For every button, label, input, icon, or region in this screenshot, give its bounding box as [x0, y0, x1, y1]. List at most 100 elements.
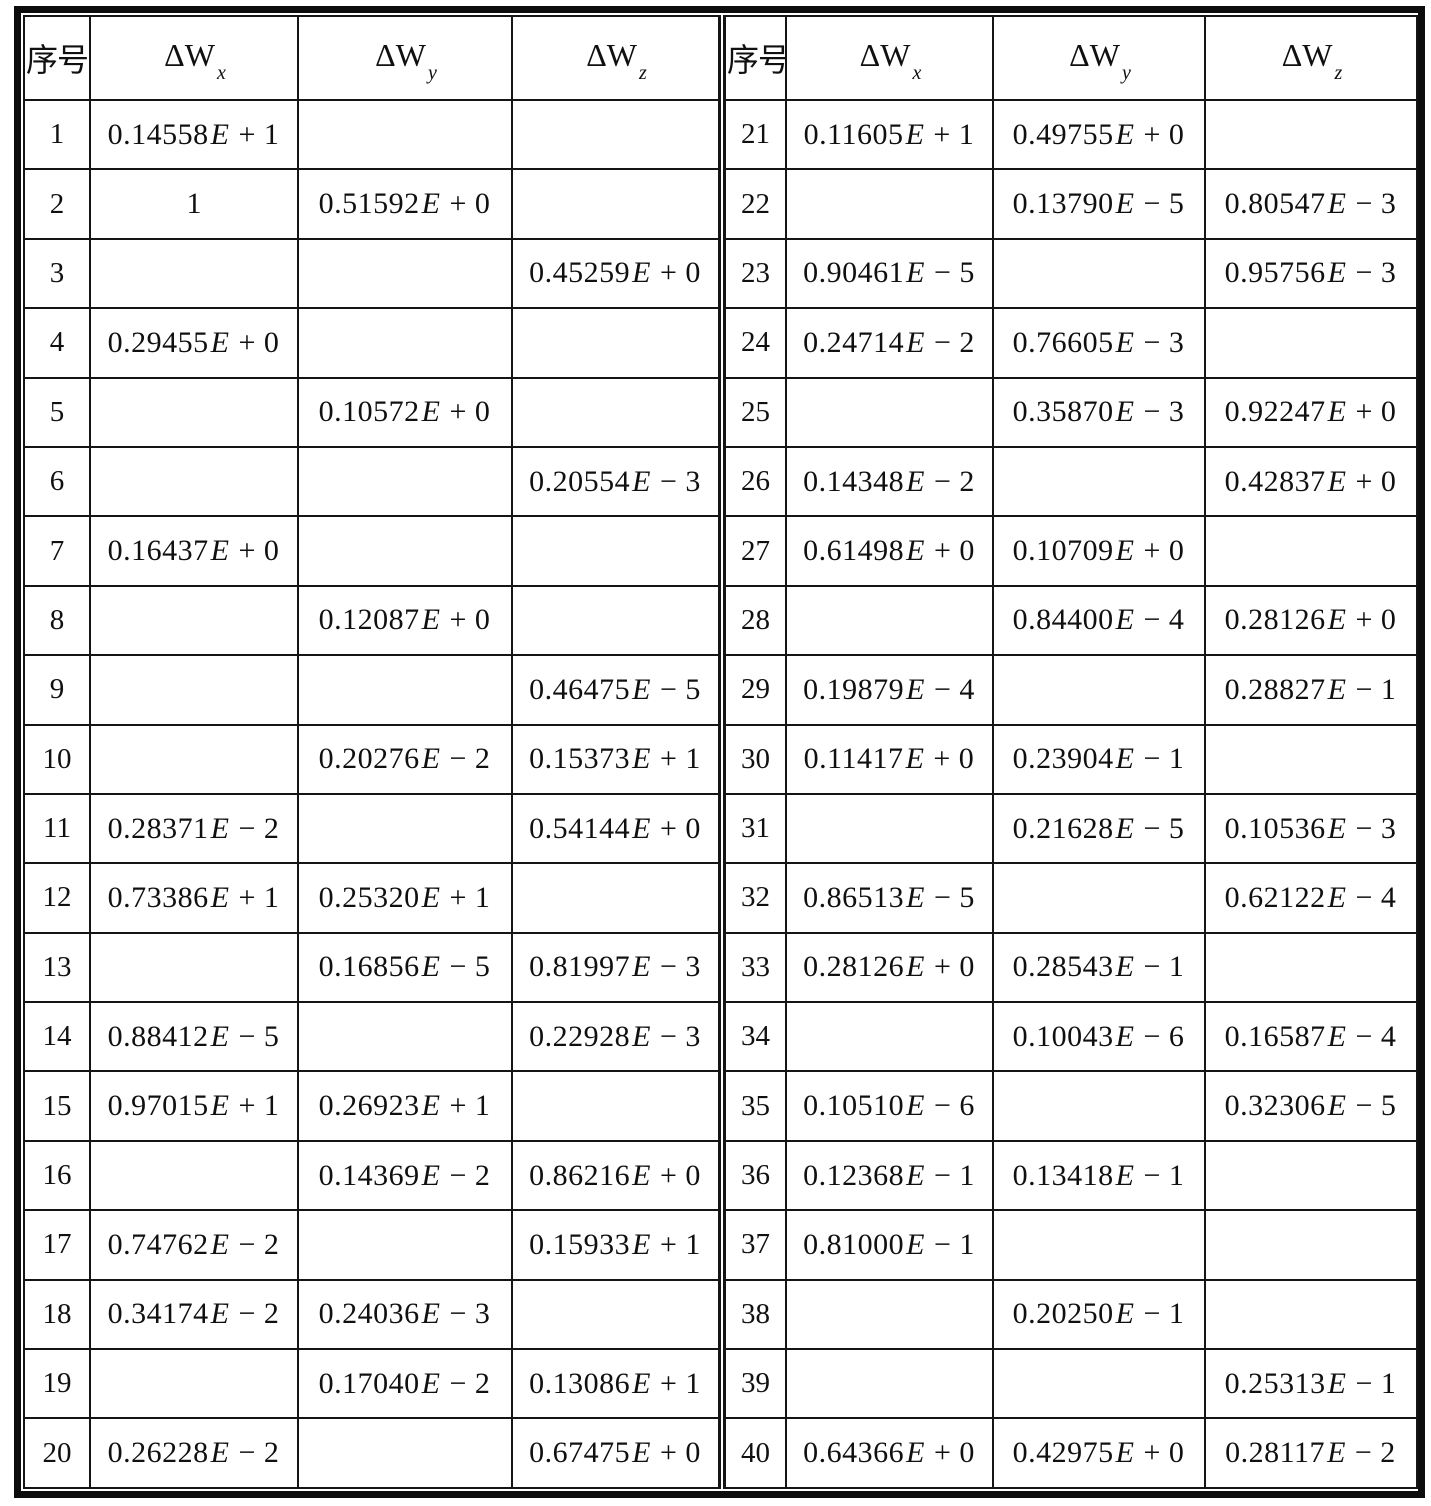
scientific-value: 0.92247E + 0: [1224, 395, 1397, 429]
row-number-cell: 34: [718, 1001, 787, 1073]
value-cell: 0.10510E − 6: [785, 1070, 994, 1142]
value-cell: [297, 515, 513, 587]
table-row: 9 0.46475E − 5 29 0.19879E − 4 0.28827E − 1: [23, 654, 1418, 726]
scientific-value: 0.14369E − 2: [318, 1158, 491, 1192]
row-number-cell: 1: [23, 98, 91, 171]
value-cell: [1204, 931, 1418, 1004]
delta-w-table: 序号 ΔWx ΔWy ΔWz 序号 ΔWx ΔWy ΔWz 1 0.14558E …: [23, 15, 1418, 1489]
scientific-value: 0.28543E − 1: [1012, 950, 1185, 984]
scientific-value: 0.15373E + 1: [529, 742, 701, 776]
scientific-value: 0.86513E − 5: [803, 880, 975, 914]
scientific-value: 0.16587E − 4: [1224, 1019, 1397, 1053]
table-row: 1 0.14558E + 1 21 0.11605E + 1 0.49755E + 0: [23, 98, 1418, 171]
scientific-value: 0.88412E − 5: [107, 1019, 280, 1053]
scientific-value: 0.19879E − 4: [803, 672, 975, 706]
value-cell: 0.11605E + 1: [785, 98, 994, 171]
row-number-cell: 4: [23, 307, 91, 379]
table-row: 16 0.14369E − 2 0.86216E + 0 36 0.12368E − 1…: [23, 1139, 1418, 1212]
value-cell: [992, 862, 1206, 934]
value-cell: 0.26228E − 2: [89, 1417, 299, 1489]
scientific-value: 0.45259E + 0: [529, 256, 701, 290]
scientific-value: 0.28371E − 2: [107, 811, 280, 845]
value-cell: 0.12087E + 0: [297, 584, 513, 657]
value-cell: [297, 1001, 513, 1073]
scientific-value: 0.26228E − 2: [107, 1436, 280, 1470]
value-cell: 0.13086E + 1: [511, 1348, 723, 1420]
value-cell: [992, 1348, 1206, 1420]
row-number-cell: 18: [23, 1278, 91, 1351]
value-cell: [992, 1070, 1206, 1142]
value-cell: [511, 98, 723, 171]
value-cell: 0.32306E − 5: [1204, 1070, 1418, 1142]
scientific-value: 0.32306E − 5: [1224, 1089, 1397, 1123]
value-cell: 0.14369E − 2: [297, 1139, 513, 1212]
scientific-value: 0.64366E + 0: [803, 1436, 975, 1470]
value-cell: [992, 237, 1206, 310]
value-cell: [1204, 1278, 1418, 1351]
scientific-value: 0.28117E − 2: [1225, 1436, 1396, 1470]
value-cell: [297, 307, 513, 379]
value-cell: 0.81997E − 3: [511, 931, 723, 1004]
row-number-cell: 40: [718, 1417, 787, 1489]
value-cell: [511, 584, 723, 657]
scientific-value: 0.15933E + 1: [529, 1227, 701, 1261]
scientific-value: 0.13790E − 5: [1012, 187, 1185, 221]
value-cell: [785, 376, 994, 448]
value-cell: [297, 1417, 513, 1489]
table-row: 17 0.74762E − 2 0.15933E + 1 37 0.81000E − 1: [23, 1209, 1418, 1281]
value-cell: 0.14348E − 2: [785, 445, 994, 518]
header-row: 序号 ΔWx ΔWy ΔWz 序号 ΔWx ΔWy ΔWz: [23, 15, 1418, 101]
scientific-value: 0.29455E + 0: [107, 325, 280, 359]
value-cell: 0.80547E − 3: [1204, 168, 1418, 240]
value-cell: 0.15373E + 1: [511, 723, 723, 795]
row-number-cell: 12: [23, 862, 91, 934]
scanned-table-sheet: 序号 ΔWx ΔWy ΔWz 序号 ΔWx ΔWy ΔWz 1 0.14558E …: [14, 6, 1425, 1498]
scientific-value: 0.73386E + 1: [107, 880, 280, 914]
scientific-value: 0.20276E − 2: [318, 742, 491, 776]
value-cell: [992, 1209, 1206, 1281]
value-cell: 0.26923E + 1: [297, 1070, 513, 1142]
value-cell: [1204, 307, 1418, 379]
value-cell: 0.22928E − 3: [511, 1001, 723, 1073]
scientific-value: 0.74762E − 2: [107, 1227, 280, 1261]
row-number-cell: 24: [718, 307, 787, 379]
column-header-dwz-right: ΔWz: [1204, 15, 1418, 101]
scientific-value: 0.14558E + 1: [107, 117, 280, 151]
row-number-cell: 5: [23, 376, 91, 448]
scientific-value: 0.46475E − 5: [529, 672, 701, 706]
scientific-value: 0.62122E − 4: [1224, 880, 1397, 914]
scientific-value: 0.11417E + 0: [803, 742, 975, 776]
value-cell: 0.21628E − 5: [992, 792, 1206, 865]
value-cell: [785, 1348, 994, 1420]
row-number-cell: 10: [23, 723, 91, 795]
value-cell: 0.16437E + 0: [89, 515, 299, 587]
value-cell: [297, 98, 513, 171]
column-header-dwx-left: ΔWx: [89, 15, 299, 101]
scientific-value: 0.81000E − 1: [803, 1227, 975, 1261]
value-cell: 0.73386E + 1: [89, 862, 299, 934]
table-row: 11 0.28371E − 2 0.54144E + 0 31 0.21628E − 5…: [23, 792, 1418, 865]
row-number-cell: 7: [23, 515, 91, 587]
row-number-cell: 2: [23, 168, 91, 240]
value-cell: 0.95756E − 3: [1204, 237, 1418, 310]
scientific-value: 0.28126E + 0: [1224, 603, 1397, 637]
scientific-value: 0.10536E − 3: [1224, 811, 1397, 845]
row-number-cell: 11: [23, 792, 91, 865]
scientific-value: 0.51592E + 0: [318, 187, 491, 221]
value-cell: 0.42975E + 0: [992, 1417, 1206, 1489]
value-cell: 0.28371E − 2: [89, 792, 299, 865]
row-number-cell: 3: [23, 237, 91, 310]
value-cell: 0.24714E − 2: [785, 307, 994, 379]
scientific-value: 0.81997E − 3: [529, 950, 701, 984]
row-number-cell: 23: [718, 237, 787, 310]
row-number-cell: 8: [23, 584, 91, 657]
scientific-value: 0.28827E − 1: [1224, 672, 1397, 706]
value-cell: 0.84400E − 4: [992, 584, 1206, 657]
table-row: 3 0.45259E + 0 23 0.90461E − 5 0.95756E − 3: [23, 237, 1418, 310]
value-cell: 0.62122E − 4: [1204, 862, 1418, 934]
value-cell: 0.16587E − 4: [1204, 1001, 1418, 1073]
scientific-value: 0.35870E − 3: [1012, 395, 1185, 429]
value-cell: 0.16856E − 5: [297, 931, 513, 1004]
value-cell: [785, 168, 994, 240]
scientific-value: 0.16856E − 5: [318, 950, 491, 984]
